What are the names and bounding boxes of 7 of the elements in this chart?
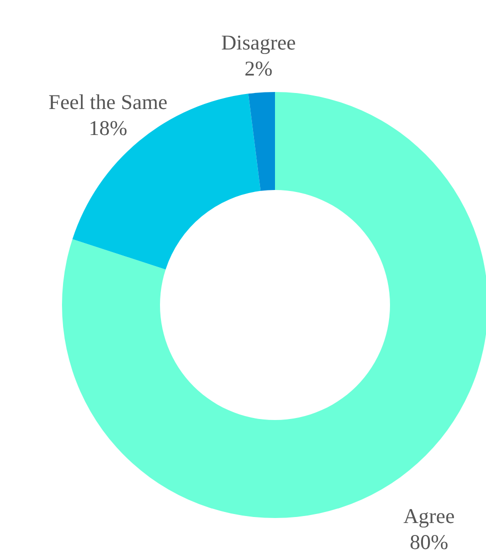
data-label: 18% xyxy=(88,116,128,140)
data-label: 2% xyxy=(244,56,273,81)
slice-label: Feel the Same xyxy=(48,90,168,114)
slice-label: Agree xyxy=(403,504,455,528)
slice-label: Disagree xyxy=(221,30,296,55)
data-label: 80% xyxy=(410,530,448,554)
donut-slice xyxy=(248,92,275,191)
